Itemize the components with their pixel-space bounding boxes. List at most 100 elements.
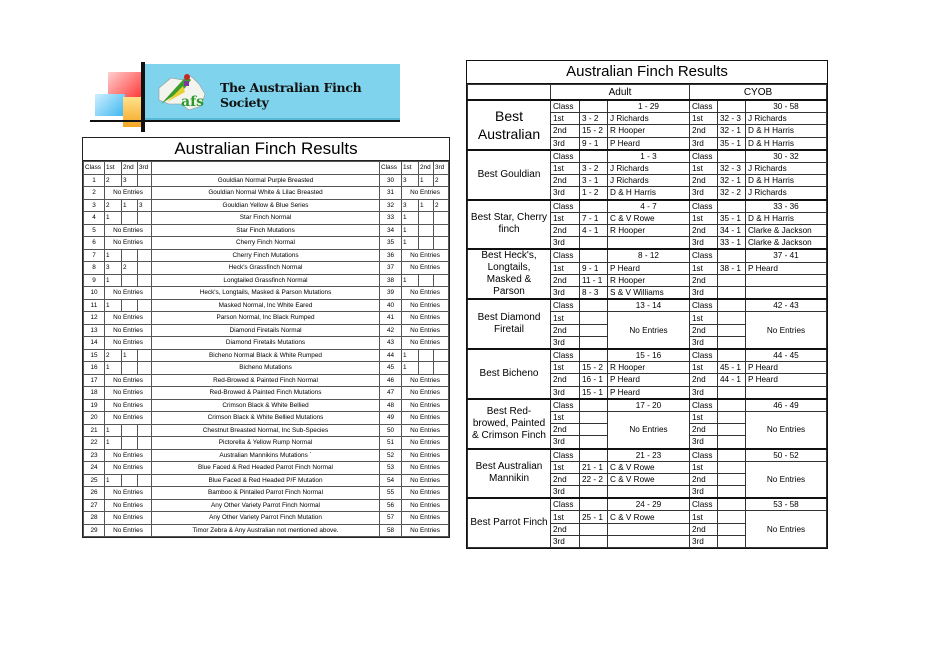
- blank-cell: [579, 198, 608, 213]
- entry-number: 35 - 1: [717, 136, 746, 151]
- entry-number: 15 - 2: [579, 124, 608, 138]
- placing-count: [137, 273, 152, 287]
- place-label: 1st: [689, 361, 718, 375]
- class-name: Star Finch Mutations: [151, 223, 380, 237]
- exhibitor-name: P Heard: [745, 261, 827, 275]
- class-label: Class: [550, 397, 580, 412]
- no-entries: No Entries: [401, 511, 449, 525]
- class-number: 1: [83, 173, 105, 187]
- placing-count: [433, 236, 449, 250]
- award-row: 3rd 3rd: [468, 534, 827, 549]
- no-entries: No Entries: [401, 386, 449, 400]
- place-label: 1st: [550, 361, 580, 375]
- placing-count: 1: [121, 348, 138, 362]
- entry-number: 3 - 1: [579, 174, 608, 188]
- entry-cell: [717, 534, 746, 549]
- place-label: 1st: [689, 311, 718, 325]
- exhibitor-name: Clarke & Jackson: [745, 223, 827, 238]
- blank-cell: [579, 497, 608, 512]
- entry-number: 34 - 1: [717, 223, 746, 238]
- class-number: 14: [83, 336, 105, 350]
- exhibitor-name: J Richards: [745, 161, 827, 176]
- exhibitor-name: [607, 485, 690, 499]
- class-name: Parson Normal, Inc Black Rumped: [151, 311, 380, 325]
- class-label: Class: [689, 397, 718, 412]
- entry-cell: [579, 311, 608, 325]
- blank-cell: [579, 298, 608, 313]
- place-label: 1st: [689, 161, 718, 176]
- class-range: 21 - 23: [607, 447, 690, 462]
- exhibitor-name: D & H Harris: [745, 124, 827, 138]
- exhibitor-name: D & H Harris: [745, 174, 827, 188]
- class-number: 28: [83, 511, 105, 525]
- class-number: 18: [83, 386, 105, 400]
- class-label: Class: [689, 148, 718, 163]
- place-label: 1st: [550, 261, 580, 275]
- placing-count: [433, 348, 449, 362]
- entry-number: [579, 534, 608, 549]
- placing-count: [121, 361, 138, 375]
- class-number: 40: [379, 298, 402, 312]
- table-row: 8 3 2 Heck's Grassfinch Normal 37 No Entries: [83, 261, 449, 275]
- entry-number: 7 - 1: [579, 211, 608, 225]
- entry-number: [717, 385, 746, 400]
- blank-cell: [579, 248, 608, 263]
- header-3rd: 3rd: [433, 161, 449, 175]
- class-range: 8 - 12: [607, 248, 690, 263]
- place-label: 1st: [689, 211, 718, 225]
- entry-number: 8 - 3: [579, 285, 608, 300]
- no-entries: No Entries: [104, 511, 152, 525]
- class-name: Gouldian Normal White & Lilac Breasted: [151, 186, 380, 200]
- exhibitor-name: C & V Rowe: [607, 472, 690, 487]
- entry-cell: [717, 510, 746, 524]
- table-row: 6 No Entries Cherry Finch Normal 35 1: [83, 236, 449, 250]
- afs-badge: afs: [181, 94, 204, 110]
- australia-finch-icon: afs: [158, 73, 206, 111]
- table-row: 18 No Entries Red-Browed & Painted Finch M…: [83, 386, 449, 400]
- table-row: 11 1 Masked Normal, Inc White Eared 40 No En…: [83, 298, 449, 312]
- class-name: Gouldian Normal Purple Breasted: [151, 173, 380, 187]
- placing-count: 1: [121, 198, 138, 212]
- placing-count: 1: [401, 361, 419, 375]
- placing-count: 1: [104, 361, 122, 375]
- class-number: 10: [83, 286, 105, 300]
- entry-number: 3 - 2: [579, 161, 608, 176]
- entry-cell: [579, 335, 608, 350]
- entry-number: 33 - 1: [717, 236, 746, 250]
- place-label: 3rd: [550, 236, 580, 250]
- class-label: Class: [550, 99, 580, 114]
- exhibitor-name: C & V Rowe: [607, 460, 690, 474]
- blank-cell: [579, 397, 608, 412]
- entry-cell: [717, 522, 746, 536]
- entry-number: 25 - 1: [579, 510, 608, 524]
- class-name: Timor Zebra & Any Australian not mention…: [151, 523, 380, 537]
- class-number: 24: [83, 461, 105, 475]
- place-label: 1st: [689, 112, 718, 126]
- table-row: 24 No Entries Blue Faced & Red Headed Parr…: [83, 461, 449, 475]
- place-label: 2nd: [550, 472, 580, 487]
- table-row: 20 No Entries Crimson Black & White Bellie…: [83, 411, 449, 425]
- class-name: Bamboo & Pintailed Parrot Finch Normal: [151, 486, 380, 500]
- placing-count: [433, 211, 449, 225]
- class-range: 17 - 20: [607, 397, 690, 412]
- divider: [141, 62, 145, 132]
- class-number: 4: [83, 211, 105, 225]
- no-entries: No Entries: [104, 498, 152, 512]
- table-title: Australian Finch Results: [467, 61, 827, 84]
- exhibitor-name: P Heard: [607, 136, 690, 151]
- entry-cell: [579, 323, 608, 337]
- placing-count: [137, 211, 152, 225]
- class-range: 33 - 36: [745, 198, 827, 213]
- class-label: Class: [550, 348, 580, 363]
- class-range: 1 - 29: [607, 99, 690, 114]
- award-row: Best Diamond Firetail Class 13 - 14 Class 42…: [467, 298, 827, 350]
- entry-number: 4 - 1: [579, 223, 608, 238]
- place-label: 1st: [689, 460, 718, 474]
- exhibitor-name: D & H Harris: [607, 186, 690, 200]
- placing-count: [121, 211, 138, 225]
- class-number: 43: [379, 336, 402, 350]
- no-entries: No Entries: [745, 510, 827, 548]
